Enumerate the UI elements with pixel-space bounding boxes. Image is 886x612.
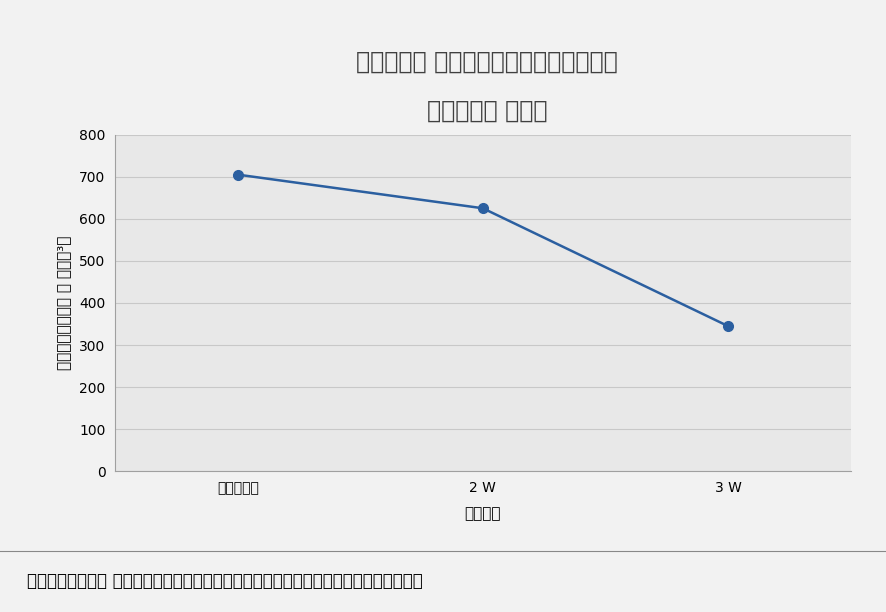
Y-axis label: 空中浮遊菌数（ｃ ｆ ｕ／ｍ³）: 空中浮遊菌数（ｃ ｆ ｕ／ｍ³） — [56, 236, 71, 370]
Text: ウイルオフ ファン作動時の空中浮遊菌数: ウイルオフ ファン作動時の空中浮遊菌数 — [356, 50, 618, 73]
X-axis label: 作動期間: 作動期間 — [464, 506, 501, 521]
Text: 図３　ウイルオフ ファン作動時の空中浮遊菌数（細菌類）の変化　　（大木製薬調べ）: 図３ ウイルオフ ファン作動時の空中浮遊菌数（細菌類）の変化 （大木製薬調べ） — [27, 572, 423, 591]
Text: （細菌類） の変化: （細菌類） の変化 — [427, 99, 548, 122]
